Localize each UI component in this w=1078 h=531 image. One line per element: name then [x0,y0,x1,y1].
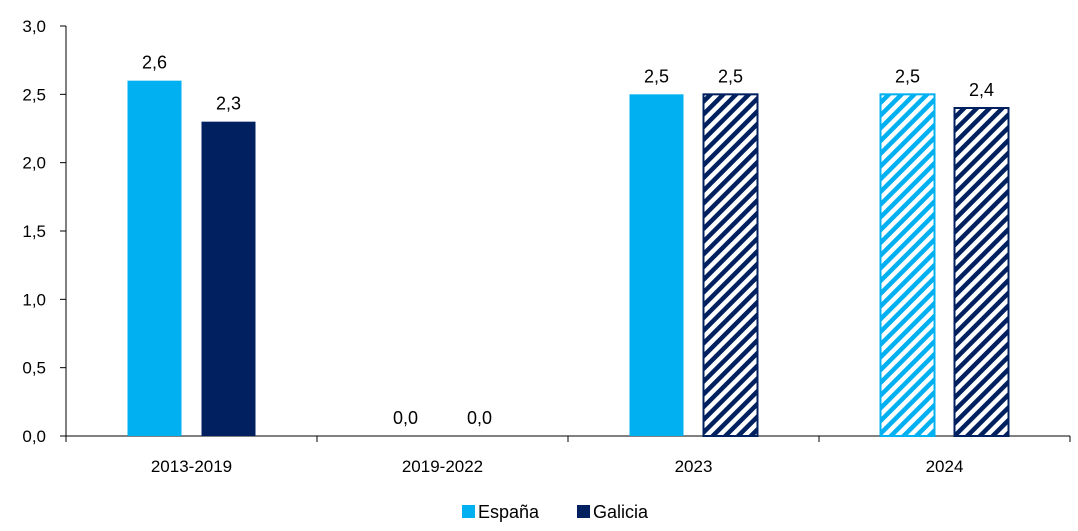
y-tick-label: 0,0 [22,427,46,446]
y-tick-label: 3,0 [22,17,46,36]
data-label: 0,0 [393,408,418,428]
bar-espana [629,94,684,436]
data-label: 0,0 [467,408,492,428]
bar-espana [127,80,182,437]
x-tick-label: 2013-2019 [151,457,232,476]
bar-galicia [201,121,256,437]
data-label: 2,5 [644,66,669,86]
x-tick-label: 2019-2022 [402,457,483,476]
y-tick-label: 1,0 [22,290,46,309]
data-label: 2,5 [895,66,920,86]
y-axis: 0,0 0,5 1,0 1,5 2,0 2,5 3,0 [22,17,67,446]
data-label: 2,4 [969,80,994,100]
bar-galicia [953,107,1010,437]
legend-swatch-espana [462,505,475,518]
x-tick-label: 2023 [675,457,713,476]
data-labels: 2,6 2,3 0,0 0,0 2,5 2,5 2,5 2,4 [142,53,994,428]
y-tick-label: 2,5 [22,85,46,104]
data-label: 2,5 [718,66,743,86]
y-tick-label: 1,5 [22,222,46,241]
legend-label: Galicia [593,502,649,522]
y-tick-label: 2,0 [22,154,46,173]
bar-galicia [702,93,759,437]
bars [127,80,1010,437]
x-tick-label: 2024 [926,457,964,476]
bar-espana [879,93,936,437]
y-tick-label: 0,5 [22,359,46,378]
legend-swatch-galicia [577,505,590,518]
data-label: 2,6 [142,53,167,73]
legend-label: España [478,502,540,522]
x-axis: 2013-2019 2019-2022 2023 2024 [65,435,1071,476]
data-label: 2,3 [216,94,241,114]
legend: España Galicia [462,502,649,522]
